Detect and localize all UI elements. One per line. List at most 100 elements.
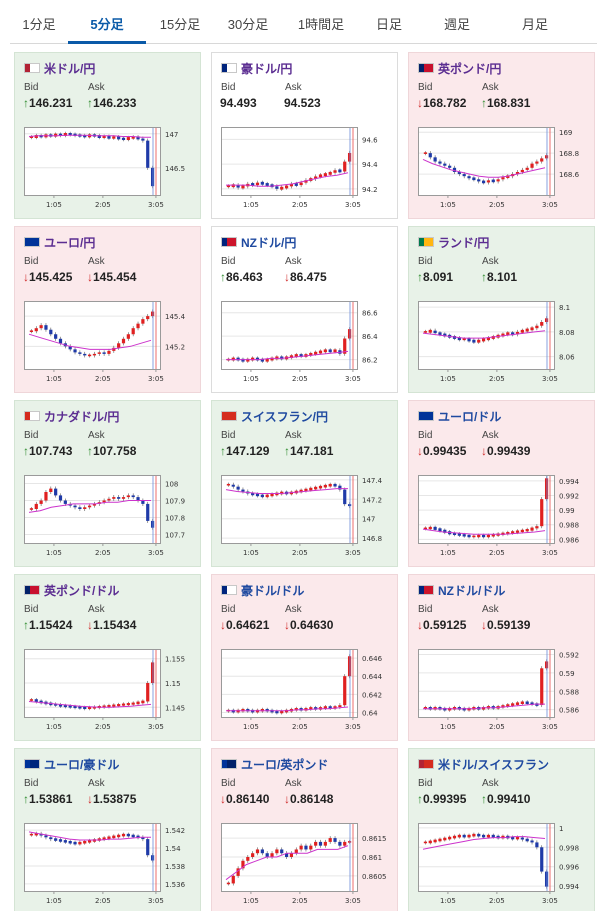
candle bbox=[117, 497, 121, 499]
chart-container[interactable]: 108 107.9 107.8 107.7 1:05 2:05 3:05 bbox=[24, 471, 194, 561]
currency-pair-link[interactable]: ユーロ/円 bbox=[44, 235, 96, 250]
card-title[interactable]: ランド/円 bbox=[418, 234, 489, 250]
chart-container[interactable]: 169 168.8 168.6 1:05 2:05 3:05 bbox=[418, 123, 588, 213]
candle bbox=[141, 700, 145, 704]
candle bbox=[318, 841, 323, 846]
card-title[interactable]: ユーロ/豪ドル bbox=[24, 756, 119, 772]
tab-5[interactable]: 日足 bbox=[375, 17, 402, 32]
bid-label: Bid bbox=[221, 82, 236, 93]
chart-container[interactable]: 147.4 147.2 147 146.8 1:05 2:05 3:05 bbox=[221, 471, 391, 561]
candle bbox=[328, 483, 332, 487]
candle bbox=[506, 704, 510, 707]
bid-label: Bid bbox=[221, 604, 236, 615]
mini-chart: 0.8615 0.861 0.8605 1:05 2:05 3:05 bbox=[221, 823, 387, 905]
candle bbox=[255, 849, 260, 854]
candle bbox=[265, 708, 269, 712]
chart-container[interactable]: 8.1 8.08 8.06 1:05 2:05 3:05 bbox=[418, 297, 588, 387]
tab-2[interactable]: 15分足 bbox=[159, 17, 201, 32]
currency-pair-link[interactable]: 米ドル/スイスフラン bbox=[438, 757, 549, 772]
candle bbox=[472, 339, 476, 343]
rate-card[interactable]: ユーロ/ドル Bid Ask ↓0.99435 ↓0.99439 0.994 0.992 0.… bbox=[408, 400, 595, 567]
chart-container[interactable]: 0.646 0.644 0.642 0.64 1:05 2:05 3:05 bbox=[221, 645, 391, 735]
bid-label: Bid bbox=[24, 256, 39, 267]
moving-average-line bbox=[422, 330, 546, 339]
rate-card[interactable]: ランド/円 Bid Ask ↑8.091 ↑8.101 8.1 8.08 8.06 1:05 2:… bbox=[408, 226, 595, 393]
rate-card[interactable]: 英ポンド/ドル Bid Ask ↑1.15424 ↓1.15434 1.155 1.15 1.… bbox=[14, 574, 201, 741]
candle bbox=[87, 840, 92, 843]
bid-price: ↓0.86140 bbox=[220, 792, 269, 806]
moving-average-line bbox=[422, 836, 546, 850]
arrow-up-icon: ↑ bbox=[87, 96, 93, 110]
candle bbox=[525, 529, 529, 532]
tab-6[interactable]: 週足 bbox=[443, 17, 470, 32]
card-title[interactable]: 豪ドル/円 bbox=[221, 60, 292, 76]
arrow-up-icon: ↑ bbox=[417, 270, 423, 284]
candle bbox=[428, 153, 432, 158]
y-tick-label: 147.2 bbox=[362, 496, 382, 504]
candle bbox=[467, 176, 471, 179]
card-title[interactable]: ユーロ/ドル bbox=[418, 408, 501, 424]
rate-card[interactable]: スイスフラン/円 Bid Ask ↑147.129 ↑147.181 147.4 147.2… bbox=[211, 400, 398, 567]
bid-label: Bid bbox=[24, 82, 39, 93]
mini-chart: 1.542 1.54 1.538 1.536 1:05 2:05 3:05 bbox=[24, 823, 186, 905]
tab-0[interactable]: 1分足 bbox=[22, 17, 56, 32]
chart-container[interactable]: 145.4 145.2 1:05 2:05 3:05 bbox=[24, 297, 194, 387]
rate-card[interactable]: カナダドル/円 Bid Ask ↑107.743 ↑107.758 108 107.9 107… bbox=[14, 400, 201, 567]
tab-3[interactable]: 30分足 bbox=[227, 17, 269, 32]
card-title[interactable]: NZドル/ドル bbox=[418, 582, 505, 598]
card-title[interactable]: カナダドル/円 bbox=[24, 408, 119, 424]
card-title[interactable]: 英ポンド/ドル bbox=[24, 582, 119, 598]
currency-pair-link[interactable]: NZドル/ドル bbox=[438, 583, 506, 598]
currency-pair-link[interactable]: ユーロ/ドル bbox=[438, 409, 502, 424]
card-title[interactable]: 英ポンド/円 bbox=[418, 60, 501, 76]
currency-pair-link[interactable]: 豪ドル/円 bbox=[241, 61, 293, 76]
tab-4[interactable]: 1時間足 bbox=[297, 17, 345, 32]
currency-pair-link[interactable]: カナダドル/円 bbox=[44, 409, 120, 424]
chart-container[interactable]: 0.592 0.59 0.588 0.586 1:05 2:05 3:05 bbox=[418, 645, 588, 735]
rate-card[interactable]: 米ドル/スイスフラン Bid Ask ↑0.99395 ↑0.99410 1 0.998 0.… bbox=[408, 748, 595, 911]
currency-pair-link[interactable]: NZドル/円 bbox=[241, 235, 297, 250]
rate-card[interactable]: ユーロ/円 Bid Ask ↓145.425 ↓145.454 145.4 145.2 1:0… bbox=[14, 226, 201, 393]
chart-container[interactable]: 0.994 0.992 0.99 0.988 0.986 1:05 2:05 3:05 bbox=[418, 471, 588, 561]
rate-card[interactable]: 米ドル/円 Bid Ask ↑146.231 ↑146.233 147 146.5 1:05 2… bbox=[14, 52, 201, 219]
rate-card[interactable]: ユーロ/豪ドル Bid Ask ↑1.53861 ↓1.53875 1.542 1.54 1.… bbox=[14, 748, 201, 911]
rate-card[interactable]: NZドル/ドル Bid Ask ↓0.59125 ↓0.59139 0.592 0.59 0.… bbox=[408, 574, 595, 741]
rate-card[interactable]: 豪ドル/ドル Bid Ask ↓0.64621 ↓0.64630 0.646 0.644 0.… bbox=[211, 574, 398, 741]
arrow-down-icon: ↓ bbox=[284, 618, 290, 632]
rate-card[interactable]: 豪ドル/円 Bid Ask 94.493 94.523 94.6 94.4 94.2 1:05 2… bbox=[211, 52, 398, 219]
currency-pair-link[interactable]: ユーロ/豪ドル bbox=[44, 757, 120, 772]
currency-pair-link[interactable]: ユーロ/英ポンド bbox=[241, 757, 329, 772]
chart-container[interactable]: 94.6 94.4 94.2 1:05 2:05 3:05 bbox=[221, 123, 391, 213]
candle bbox=[309, 707, 313, 710]
ask-price-value: 86.475 bbox=[290, 270, 327, 284]
candle bbox=[150, 520, 155, 528]
rate-card[interactable]: ユーロ/英ポンド Bid Ask ↓0.86140 ↓0.86148 0.8615 0.86… bbox=[211, 748, 398, 911]
chart-container[interactable]: 86.6 86.4 86.2 1:05 2:05 3:05 bbox=[221, 297, 391, 387]
bid-price: ↓0.64621 bbox=[220, 618, 269, 632]
tab-7[interactable]: 月足 bbox=[521, 17, 548, 32]
card-title[interactable]: スイスフラン/円 bbox=[221, 408, 328, 424]
card-title[interactable]: 米ドル/スイスフラン bbox=[418, 756, 549, 772]
candle bbox=[525, 328, 529, 332]
chart-container[interactable]: 1.542 1.54 1.538 1.536 1:05 2:05 3:05 bbox=[24, 819, 194, 909]
card-title[interactable]: ユーロ/円 bbox=[24, 234, 95, 250]
currency-pair-link[interactable]: スイスフラン/円 bbox=[241, 409, 328, 424]
chart-container[interactable]: 147 146.5 1:05 2:05 3:05 bbox=[24, 123, 194, 213]
currency-pair-link[interactable]: 英ポンド/ドル bbox=[44, 583, 120, 598]
arrow-up-icon: ↑ bbox=[87, 444, 93, 458]
card-title[interactable]: ユーロ/英ポンド bbox=[221, 756, 328, 772]
chart-container[interactable]: 0.8615 0.861 0.8605 1:05 2:05 3:05 bbox=[221, 819, 391, 909]
card-title[interactable]: 豪ドル/ドル bbox=[221, 582, 304, 598]
card-title[interactable]: NZドル/円 bbox=[221, 234, 296, 250]
tab-1[interactable]: 5分足 bbox=[68, 0, 146, 44]
currency-pair-link[interactable]: 豪ドル/ドル bbox=[241, 583, 305, 598]
rate-card[interactable]: NZドル/円 Bid Ask ↑86.463 ↓86.475 86.6 86.4 86.2 1:… bbox=[211, 226, 398, 393]
currency-pair-link[interactable]: 英ポンド/円 bbox=[438, 61, 502, 76]
rate-card[interactable]: 英ポンド/円 Bid Ask ↓168.782 ↑168.831 169 168.8 168.… bbox=[408, 52, 595, 219]
currency-pair-link[interactable]: ランド/円 bbox=[438, 235, 490, 250]
ask-label: Ask bbox=[482, 778, 499, 789]
currency-pair-link[interactable]: 米ドル/円 bbox=[44, 61, 96, 76]
chart-container[interactable]: 1 0.998 0.996 0.994 1:05 2:05 3:05 bbox=[418, 819, 588, 909]
chart-container[interactable]: 1.155 1.15 1.145 1:05 2:05 3:05 bbox=[24, 645, 194, 735]
card-title[interactable]: 米ドル/円 bbox=[24, 60, 95, 76]
